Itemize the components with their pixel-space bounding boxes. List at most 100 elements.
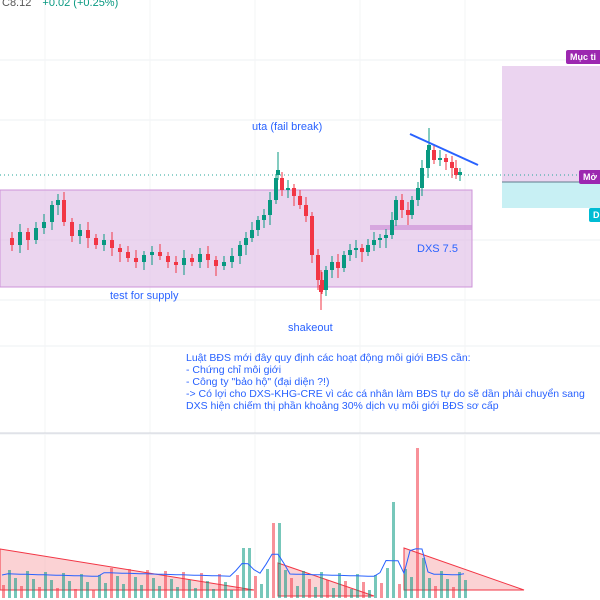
volume-bar: [230, 590, 233, 598]
candle-body: [310, 216, 314, 255]
candle-body: [292, 188, 296, 196]
candle: [166, 252, 170, 268]
candle-body: [182, 258, 186, 265]
candle-body: [410, 200, 414, 215]
volume-bar: [356, 574, 359, 598]
volume-bar: [260, 584, 263, 598]
candle: [274, 174, 278, 204]
candle: [102, 234, 106, 251]
candle: [118, 244, 122, 262]
candle-body: [110, 240, 114, 248]
candle-body: [400, 200, 404, 210]
candle: [394, 196, 398, 226]
volume-bar: [326, 580, 329, 598]
volume-bar: [386, 568, 389, 598]
volume-bar: [158, 586, 161, 598]
note-text[interactable]: Luật BĐS mới đây quy định các hoạt động …: [186, 352, 585, 412]
candle-body: [256, 220, 260, 230]
volume-bar: [26, 571, 29, 598]
volume-bar: [266, 569, 269, 598]
candle: [310, 212, 314, 263]
candle: [206, 246, 210, 268]
volume-bar: [110, 568, 113, 598]
candle: [372, 232, 376, 251]
candle-body: [230, 256, 234, 262]
volume-bar: [380, 583, 383, 598]
candle-body: [126, 252, 130, 258]
candle-body: [330, 262, 334, 270]
candle: [238, 241, 242, 264]
candle-body: [78, 230, 82, 236]
volume-bar: [170, 579, 173, 598]
trendline: [409, 133, 479, 166]
volume-bar: [290, 578, 293, 598]
candle-body: [56, 200, 60, 205]
candle-body: [360, 248, 364, 252]
candle: [378, 234, 382, 248]
candle: [70, 218, 74, 242]
volume-bar: [242, 548, 245, 598]
volume-bar: [122, 584, 125, 598]
candle: [150, 246, 154, 265]
candle: [342, 251, 346, 272]
volume-bar: [446, 579, 449, 598]
volume-bar: [272, 523, 275, 598]
candle: [427, 128, 431, 160]
candle: [336, 254, 340, 278]
candlesticks: [10, 128, 462, 310]
candle: [214, 256, 218, 276]
volume-bar: [338, 573, 341, 598]
volume-bar: [224, 582, 227, 598]
note-line: -> Có lợi cho DXS-KHG-CRE vì các cá nhân…: [186, 388, 585, 400]
candle-body: [250, 230, 254, 238]
candle: [34, 222, 38, 244]
candle-body: [50, 205, 54, 222]
candle: [458, 168, 462, 181]
candle-body: [316, 255, 320, 280]
stop-badge[interactable]: D: [589, 208, 600, 222]
label-uta[interactable]: uta (fail break): [252, 121, 323, 133]
volume-bar: [374, 575, 377, 598]
candle: [420, 160, 424, 196]
candle: [276, 152, 280, 180]
candle: [174, 256, 178, 273]
volume-bar: [98, 575, 101, 598]
volume-bar: [92, 590, 95, 598]
volume-bar: [68, 581, 71, 598]
candle: [390, 212, 394, 239]
candle-body: [280, 178, 284, 190]
candle: [142, 251, 146, 270]
candle-body: [336, 262, 340, 268]
note-line: - Công ty "bảo hộ" (đại diện ?!): [186, 376, 330, 388]
candle-body: [348, 250, 352, 255]
label-test-for-supply[interactable]: test for supply: [110, 290, 179, 302]
volume-bar: [8, 570, 11, 598]
supply-demand-zone: [0, 189, 473, 288]
volume-bar: [146, 570, 149, 598]
candle-body: [174, 262, 178, 265]
candle-body: [354, 248, 358, 250]
entry-badge[interactable]: Mở: [579, 170, 600, 184]
candle: [42, 214, 46, 234]
candle-body: [158, 252, 162, 256]
candle-body: [10, 238, 14, 245]
volume-bars: [1, 448, 467, 598]
zones: [0, 66, 600, 288]
candle: [450, 156, 454, 178]
candle: [416, 182, 420, 206]
label-dxs-level[interactable]: DXS 7.5: [417, 243, 458, 255]
volume-bar: [2, 585, 5, 598]
dxs-level-zone: [370, 225, 472, 230]
candle: [360, 244, 364, 262]
candle-body: [190, 258, 194, 262]
volume-bar: [182, 572, 185, 598]
stop-zone: [502, 182, 600, 208]
candle: [256, 216, 260, 236]
candle-body: [34, 228, 38, 240]
target-badge[interactable]: Mục ti: [566, 50, 600, 64]
label-shakeout[interactable]: shakeout: [288, 322, 333, 334]
volume-bar: [206, 581, 209, 598]
candle-body: [432, 150, 436, 160]
